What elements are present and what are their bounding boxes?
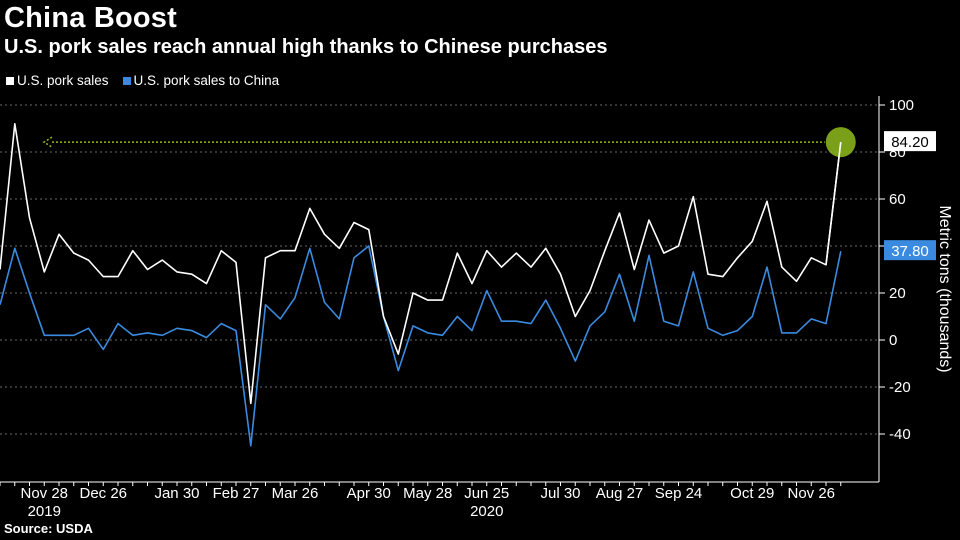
series-line-us-pork-sales [0, 123, 842, 405]
y-tick-label: -20 [889, 379, 911, 396]
x-tick-label: Nov 26 [787, 485, 835, 502]
y-axis-title: Metric tons (thousands) [936, 205, 953, 372]
last-value-box-us-pork-sales-to-china [884, 240, 936, 261]
y-tick-label: 20 [889, 285, 906, 302]
last-value-label-us-pork-sales-to-china: 37.80 [891, 243, 929, 260]
x-tick-label: Jan 30 [154, 485, 199, 502]
legend-label-us-pork-sales-to-china: U.S. pork sales to China [133, 73, 280, 88]
x-year-label: 2020 [470, 503, 503, 520]
x-tick-label: Feb 27 [213, 485, 260, 502]
legend: U.S. pork sales U.S. pork sales to China [6, 73, 279, 88]
legend-swatch-white [6, 76, 14, 85]
x-tick-label: Aug 27 [596, 485, 644, 502]
y-tick-label: 60 [889, 191, 906, 208]
x-tick-label: Jun 25 [464, 485, 509, 502]
legend-item-us-pork-sales: U.S. pork sales [6, 73, 109, 88]
last-value-label-us-pork-sales: 84.20 [891, 134, 929, 151]
x-tick-label: Nov 28 [20, 485, 68, 502]
legend-label-us-pork-sales: U.S. pork sales [17, 73, 109, 88]
x-tick-label: Sep 24 [655, 485, 703, 502]
series-line-last-segment [825, 142, 842, 265]
legend-swatch-blue [122, 76, 131, 85]
x-tick-label: Apr 30 [347, 485, 391, 502]
chart-subtitle: U.S. pork sales reach annual high thanks… [4, 36, 608, 58]
highlight-arrow-head [42, 136, 53, 148]
series-line-us-pork-sales-to-china [0, 245, 842, 447]
x-year-label: 2019 [28, 503, 61, 520]
y-tick-label: 100 [889, 97, 914, 114]
chart-title: China Boost [4, 2, 177, 34]
x-tick-label: Oct 29 [730, 485, 774, 502]
x-tick-label: May 28 [403, 485, 452, 502]
source-note: Source: USDA [4, 521, 93, 536]
y-tick-label: -40 [889, 426, 911, 443]
last-value-box-us-pork-sales [884, 131, 936, 152]
x-tick-label: Dec 26 [79, 485, 127, 502]
x-tick-label: Mar 26 [272, 485, 319, 502]
x-tick-label: Jul 30 [540, 485, 580, 502]
legend-item-us-pork-sales-to-china: U.S. pork sales to China [122, 73, 280, 88]
y-tick-label: 0 [889, 332, 897, 349]
